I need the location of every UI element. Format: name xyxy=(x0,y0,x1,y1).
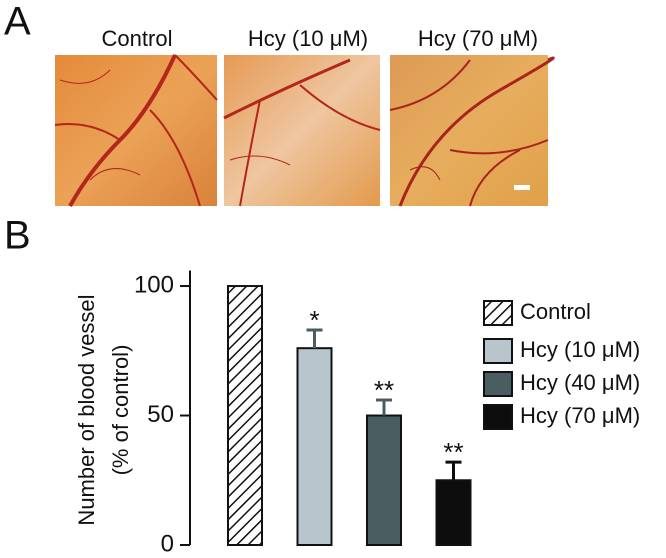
legend-swatch xyxy=(483,404,513,430)
y-tick-label: 50 xyxy=(147,401,174,428)
image-title: Hcy (70 μM) xyxy=(418,26,538,51)
y-axis-label: Number of blood vessel xyxy=(74,294,99,525)
bar xyxy=(227,285,263,546)
legend-swatch xyxy=(483,300,513,326)
photo xyxy=(389,55,555,207)
bar xyxy=(366,414,402,546)
legend-label: Hcy (40 μM) xyxy=(520,370,640,395)
legend-swatch xyxy=(483,338,513,364)
image-title: Control xyxy=(102,26,173,51)
bar xyxy=(296,347,333,547)
panel-label: B xyxy=(4,214,31,258)
significance-label: ** xyxy=(374,375,394,405)
photo xyxy=(223,55,381,207)
legend-label: Control xyxy=(520,299,591,324)
error-bar xyxy=(376,398,392,416)
legend-label: Hcy (10 μM) xyxy=(520,337,640,362)
significance-label: * xyxy=(309,305,319,335)
photo xyxy=(54,54,218,207)
error-bar xyxy=(445,460,462,481)
bar xyxy=(435,479,472,546)
legend-label: Hcy (70 μM) xyxy=(520,403,640,428)
y-tick-label: 0 xyxy=(161,530,174,553)
image-title: Hcy (10 μM) xyxy=(248,26,368,51)
y-axis-label: (% of control) xyxy=(108,345,133,476)
legend-swatch xyxy=(483,371,513,397)
error-bar xyxy=(306,328,323,349)
y-tick-label: 100 xyxy=(134,271,174,298)
significance-label: ** xyxy=(443,437,463,467)
panel-label: A xyxy=(4,0,31,44)
